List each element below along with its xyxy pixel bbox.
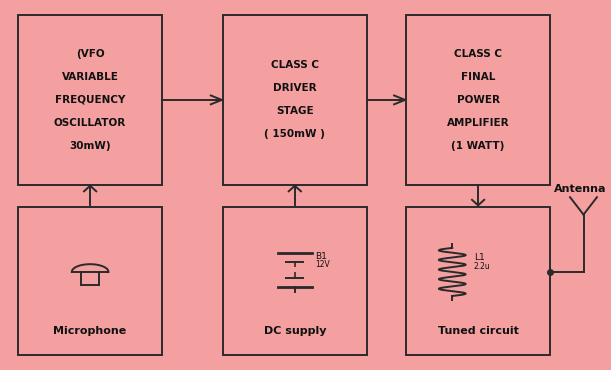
Text: Microphone: Microphone: [54, 326, 126, 336]
Text: CLASS C: CLASS C: [454, 49, 502, 59]
Text: 2.2u: 2.2u: [474, 262, 491, 271]
Bar: [406, 207, 550, 355]
Text: CLASS C: CLASS C: [271, 60, 319, 71]
Text: STAGE: STAGE: [276, 106, 313, 117]
Text: FREQUENCY: FREQUENCY: [55, 95, 125, 105]
Text: (1 WATT): (1 WATT): [452, 141, 505, 151]
Bar: [18, 15, 162, 185]
Text: DC supply: DC supply: [263, 326, 326, 336]
Text: 30mW): 30mW): [69, 141, 111, 151]
Bar: [223, 15, 367, 185]
Text: FINAL: FINAL: [461, 72, 496, 82]
Text: POWER: POWER: [456, 95, 500, 105]
Bar: [406, 15, 550, 185]
Text: VARIABLE: VARIABLE: [62, 72, 119, 82]
Text: Tuned circuit: Tuned circuit: [437, 326, 519, 336]
Text: Antenna: Antenna: [554, 184, 607, 194]
Text: DRIVER: DRIVER: [273, 83, 316, 94]
Text: 12V: 12V: [315, 260, 331, 269]
Text: AMPLIFIER: AMPLIFIER: [447, 118, 510, 128]
Text: B1: B1: [315, 252, 327, 260]
Text: (VFO: (VFO: [76, 49, 104, 59]
Bar: [223, 207, 367, 355]
Text: ( 150mW ): ( 150mW ): [265, 129, 325, 139]
Text: OSCILLATOR: OSCILLATOR: [54, 118, 126, 128]
Text: L1: L1: [474, 253, 485, 262]
Bar: [18, 207, 162, 355]
